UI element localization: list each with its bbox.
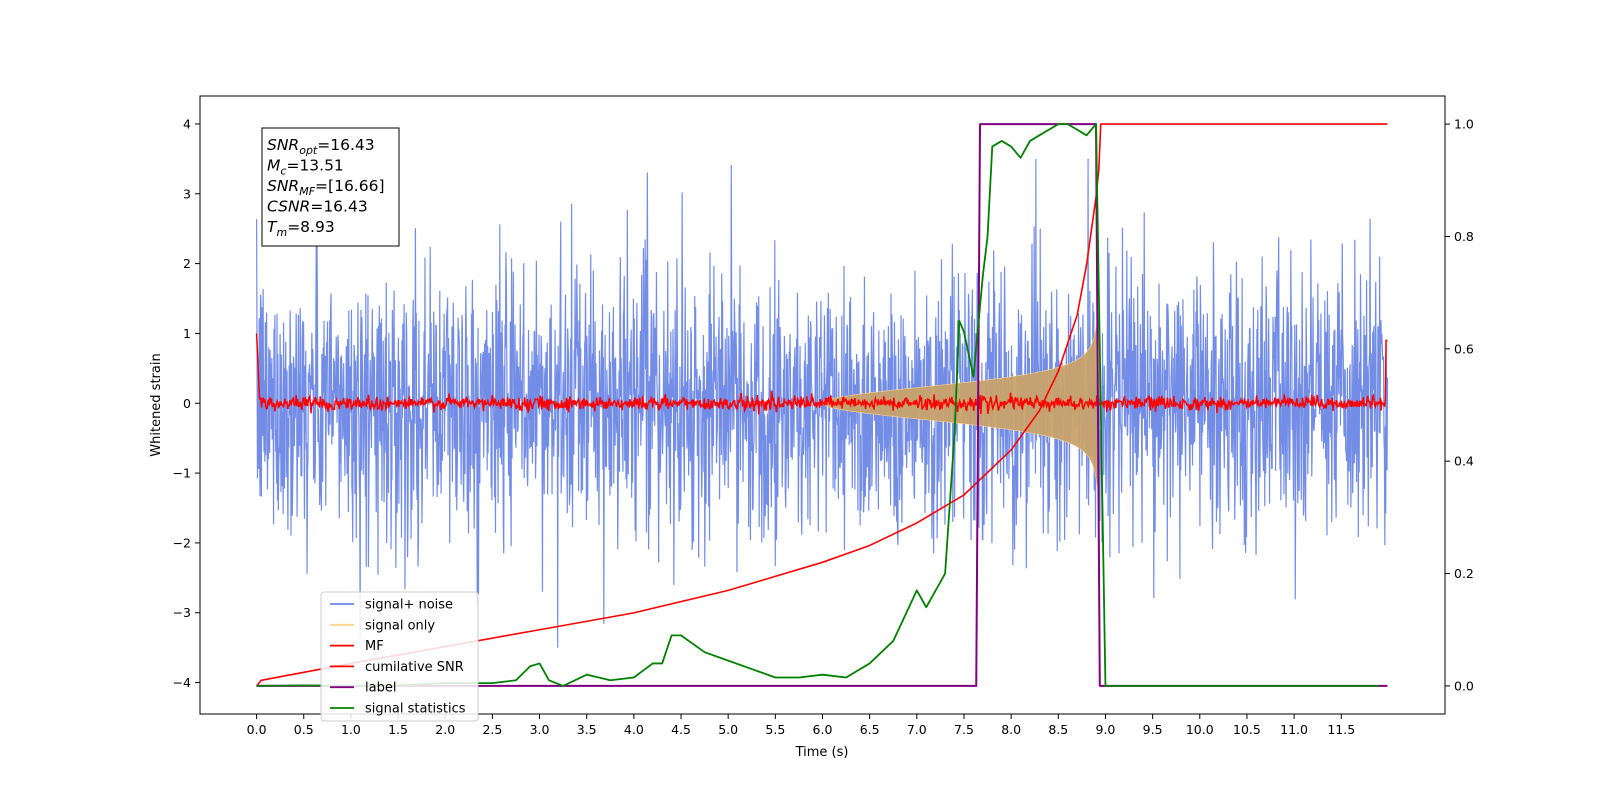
- y-tick-label-left: −3: [173, 605, 191, 620]
- x-tick-label: 4.0: [624, 722, 644, 737]
- x-tick-label: 4.5: [671, 722, 691, 737]
- legend-label: MF: [365, 639, 384, 654]
- x-tick-label: 6.0: [813, 722, 833, 737]
- y-tick-label-left: 1: [183, 326, 191, 341]
- annotation-line: Mc=13.51: [267, 157, 344, 178]
- y-tick-label-right: 0.6: [1454, 341, 1474, 356]
- y-tick-label-right: 0.8: [1454, 229, 1474, 244]
- legend-label: signal+ noise: [365, 598, 453, 613]
- series-signal-statistics-line: [256, 123, 1379, 687]
- x-tick-label: 9.0: [1096, 722, 1116, 737]
- annotation-line: SNRMF=[16.66]: [267, 177, 385, 198]
- y-tick-label-right: 0.2: [1454, 566, 1474, 581]
- x-tick-label: 0.0: [247, 722, 267, 737]
- x-tick-label: 10.0: [1186, 722, 1214, 737]
- x-tick-label: 2.5: [482, 722, 502, 737]
- x-tick-label: 1.0: [341, 722, 361, 737]
- annotation-line: SNRopt=16.43: [267, 136, 375, 157]
- x-tick-label: 6.5: [860, 722, 880, 737]
- x-tick-label: 10.5: [1233, 722, 1261, 737]
- legend-frame: [320, 591, 479, 722]
- x-tick-label: 3.0: [530, 722, 550, 737]
- series-mf-line: [255, 333, 1388, 415]
- x-tick-label: 9.5: [1143, 722, 1163, 737]
- legend-label: signal only: [365, 618, 435, 633]
- x-tick-label: 7.0: [907, 722, 927, 737]
- legend-label: signal statistics: [365, 702, 466, 717]
- series-signal-noise-line: [255, 158, 1389, 648]
- legend-label: label: [365, 681, 396, 696]
- annotation-line: Tm=8.93: [267, 218, 335, 239]
- x-tick-label: 11.0: [1280, 722, 1308, 737]
- x-tick-label: 11.5: [1327, 722, 1355, 737]
- x-tick-label: 3.5: [577, 722, 597, 737]
- x-tick-label: 0.5: [294, 722, 314, 737]
- y-tick-label-left: 0: [183, 396, 191, 411]
- x-axis-label: Time (s): [795, 745, 849, 760]
- annotation-frame: [261, 127, 400, 247]
- y-tick-label-left: 4: [183, 116, 191, 131]
- y-tick-label-right: 1.0: [1454, 117, 1474, 132]
- annotation-line: CSNR=16.43: [267, 198, 368, 216]
- x-tick-label: 7.5: [954, 722, 974, 737]
- legend: signal+ noise signal only MF cumilative SNR…: [320, 591, 479, 722]
- tick-layer: 0.0 0.5 1.0 1.5 2.0 2.5 3.0 3.5 4.0 4.5 5.0 5.5 6.0 6…: [173, 116, 1474, 737]
- x-tick-label: 1.5: [388, 722, 408, 737]
- y-tick-label-left: 3: [183, 186, 191, 201]
- x-tick-label: 5.0: [718, 722, 738, 737]
- annotation-box: SNRopt=16.43Mc=13.51SNRMF=[16.66]CSNR=16…: [261, 127, 400, 247]
- y-axis-label: Whitened strain: [149, 353, 164, 456]
- x-tick-label: 5.5: [765, 722, 785, 737]
- y-tick-label-right: 0.0: [1454, 678, 1474, 693]
- y-tick-label-left: −2: [173, 535, 191, 550]
- y-tick-label-right: 0.4: [1454, 454, 1474, 469]
- x-tick-label: 8.0: [1001, 722, 1021, 737]
- y-tick-label-left: −1: [173, 466, 191, 481]
- legend-label: cumilative SNR: [365, 660, 464, 675]
- x-tick-label: 2.0: [435, 722, 455, 737]
- y-tick-label-left: −4: [173, 675, 191, 690]
- y-tick-label-left: 2: [183, 256, 191, 271]
- x-tick-label: 8.5: [1048, 722, 1068, 737]
